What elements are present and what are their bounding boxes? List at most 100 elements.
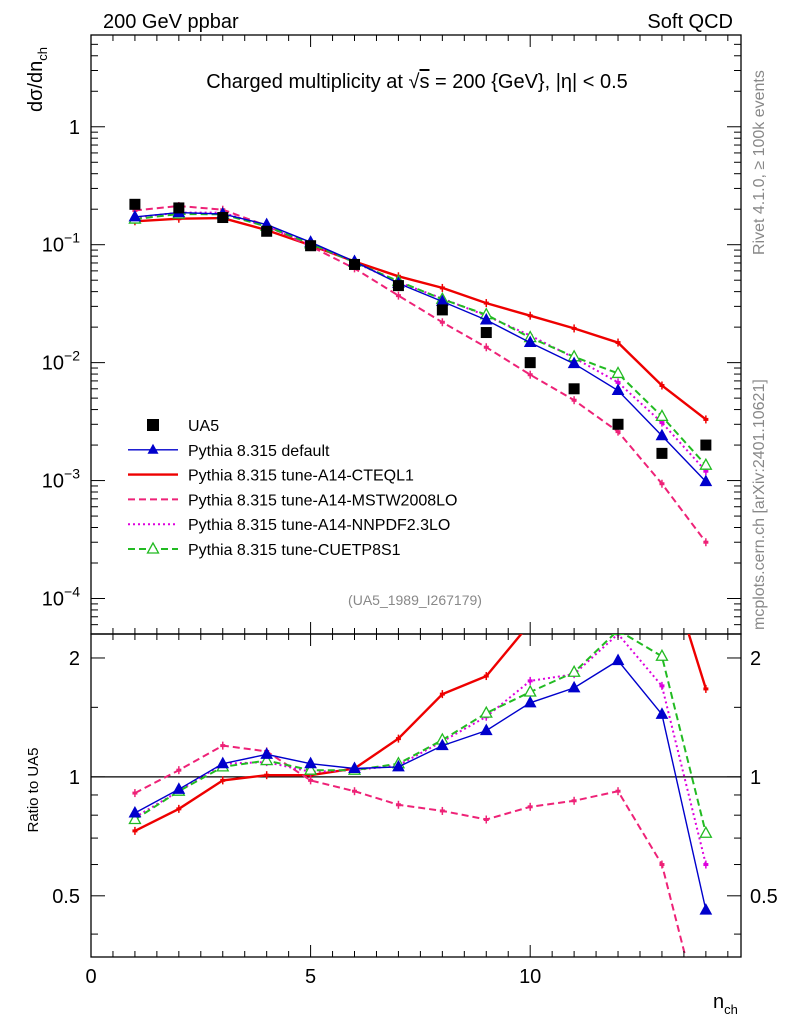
legend-marker-0 <box>147 443 159 454</box>
main-y-tick-label: 10−1 <box>42 230 80 257</box>
main-1-marker <box>439 286 445 290</box>
main-2-line <box>134 204 707 543</box>
main-0-marker <box>128 209 142 222</box>
main-1-marker <box>483 301 489 305</box>
ua5-data-point <box>480 327 492 339</box>
ratio-4-marker <box>655 648 669 661</box>
ratio-0-marker <box>260 747 274 759</box>
main-4-marker <box>611 366 625 379</box>
ratio-plot-area: 0.5 0.5 1 1 2 2 <box>52 576 778 958</box>
legend-label-1: Pythia 8.315 tune-A14-CTEQL1 <box>188 468 414 485</box>
ratio-4-marker <box>303 762 318 775</box>
main-2-marker <box>659 482 665 486</box>
main-1-marker <box>527 314 533 318</box>
ratio-1-marker <box>572 576 577 579</box>
ratio-0-marker <box>128 806 142 818</box>
main-plot-area: 1 10−1 10−2 10−3 10−4 <box>42 34 742 635</box>
ratio-0-marker <box>436 738 449 751</box>
ratio-0-marker <box>655 707 669 719</box>
ratio-1-marker <box>176 807 182 811</box>
main-1-marker <box>615 341 621 345</box>
main-3-marker <box>703 469 709 473</box>
ratio-0-marker <box>172 782 186 794</box>
ratio-4-marker <box>260 753 274 766</box>
x-tick-label: 5 <box>305 966 316 988</box>
ratio-y-tick-label: 1 <box>69 767 80 789</box>
main-2-marker <box>395 294 401 298</box>
main-1-marker <box>659 383 665 387</box>
main-0-line <box>134 211 707 483</box>
main-y-tick-label: 10−3 <box>42 466 80 493</box>
ratio-3-line <box>134 634 707 865</box>
ratio-2-marker <box>659 863 665 867</box>
ratio-4-marker <box>128 812 142 825</box>
main-1-marker <box>703 417 709 421</box>
main-2-marker <box>527 373 533 377</box>
ratio-0-marker <box>216 756 230 769</box>
mcplots-label: mcplots.cern.ch [arXiv:2401.10621] <box>751 379 768 630</box>
main-1-marker <box>571 326 577 330</box>
ua5-data-point <box>217 212 229 224</box>
main-2-marker <box>571 398 577 402</box>
legend-label-0: Pythia 8.315 default <box>188 443 330 460</box>
svg-text:dσ/dnch: dσ/dnch <box>25 47 50 112</box>
legend-ua5-label: UA5 <box>188 418 219 435</box>
legend-ua5-marker <box>147 419 159 431</box>
ua5-data <box>129 198 712 459</box>
chart-title: Charged multiplicity at √s = 200 {GeV}, … <box>206 71 628 93</box>
ratio-0-marker <box>348 761 361 774</box>
ratio-3-marker <box>659 684 665 688</box>
ratio-y-tick-label-right: 0.5 <box>750 886 778 908</box>
ratio-2-marker <box>308 778 314 782</box>
x-tick-label: 0 <box>85 966 96 988</box>
ratio-y-tick-label-right: 1 <box>750 767 761 789</box>
ratio-2-marker <box>527 805 533 809</box>
main-4-marker <box>699 457 713 470</box>
ratio-2-marker <box>132 791 138 795</box>
main-2-marker <box>483 345 489 349</box>
main-0-marker <box>567 356 581 369</box>
ratio-2-marker <box>483 818 489 822</box>
ratio-4-marker <box>699 825 713 838</box>
legend-label-4: Pythia 8.315 tune-CUETP8S1 <box>188 542 401 559</box>
ratio-2-line <box>134 744 687 957</box>
main-3-marker <box>615 380 621 384</box>
main-2-marker <box>439 320 445 324</box>
main-y-tick-label: 1 <box>69 117 80 139</box>
main-1-line <box>134 216 707 421</box>
ratio-y-tick-label-right: 2 <box>750 648 761 670</box>
main-ylabel: dσ/dnch <box>25 47 50 112</box>
ratio-4-marker <box>479 705 493 718</box>
main-4-marker <box>655 409 669 422</box>
ratio-frame <box>90 633 742 958</box>
ratio-3-marker <box>703 863 709 867</box>
ratio-1-marker <box>439 692 445 696</box>
ratio-2-marker <box>439 809 445 813</box>
ua5-data-point <box>173 202 185 214</box>
ratio-1-marker <box>264 773 270 777</box>
ratio-0-line <box>134 659 707 911</box>
ua5-data-point <box>700 439 712 451</box>
ratio-3-marker <box>527 679 533 683</box>
ratio-2-marker <box>220 744 226 748</box>
ratio-0-series <box>128 653 713 915</box>
ratio-2-marker <box>352 789 358 793</box>
main-0-marker <box>523 335 537 348</box>
xlabel: nch <box>713 991 738 1017</box>
ratio-0-marker <box>611 653 625 666</box>
ua5-data-point <box>436 304 448 316</box>
ratio-0-marker <box>479 723 493 736</box>
ua5-data-point <box>656 447 668 459</box>
ua5-data-point <box>261 225 273 237</box>
ratio-0-marker <box>304 756 317 769</box>
ratio-1-marker <box>703 687 709 691</box>
ratio-0-marker <box>567 680 581 693</box>
main-1-marker <box>176 217 182 221</box>
ua5-data-point <box>392 280 404 292</box>
main-y-tick-label: 10−2 <box>42 348 80 375</box>
ratio-0-marker <box>392 759 405 772</box>
ua5-data-point <box>129 198 141 210</box>
ua5-data-point <box>524 357 536 369</box>
analysis-id: (UA5_1989_I267179) <box>348 592 482 608</box>
